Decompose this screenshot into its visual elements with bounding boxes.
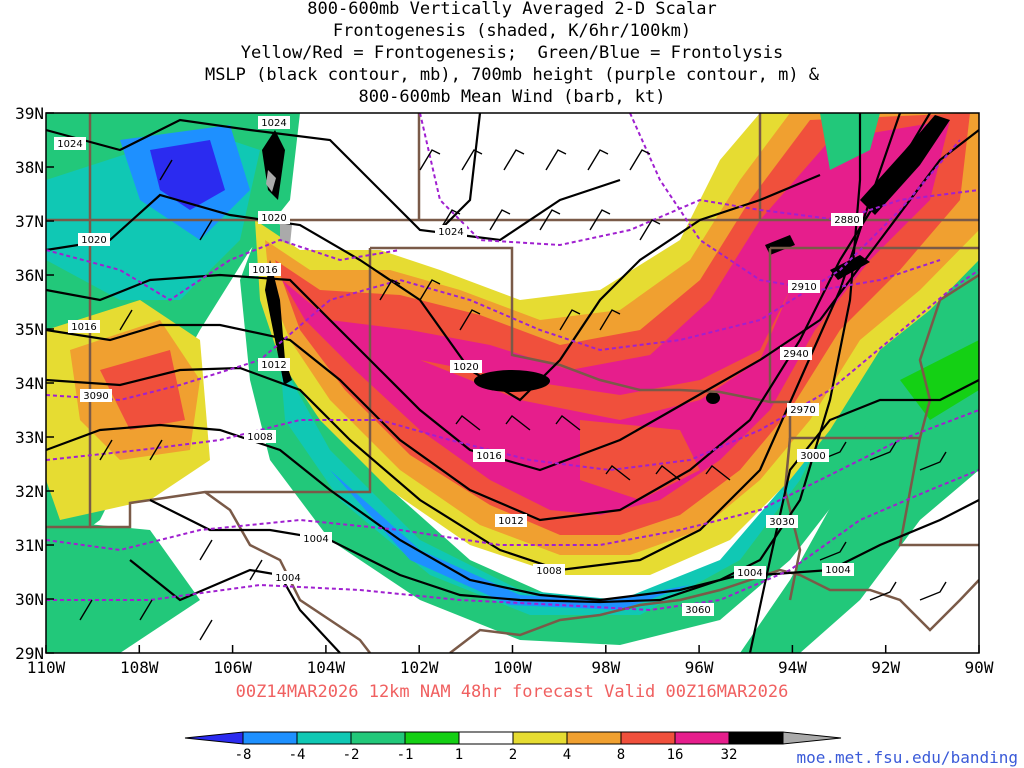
latitude-label: 33N	[15, 428, 44, 447]
longitude-label: 92W	[871, 658, 900, 677]
colorbar-label: 16	[667, 747, 684, 763]
mslp-label: 1020	[453, 362, 478, 373]
height-label: 3000	[800, 451, 825, 462]
mslp-labels: 1024 1024 1020 1020 1024 1016 1016 1012 …	[54, 116, 854, 584]
longitude-label: 110W	[27, 658, 66, 677]
latitude-label: 31N	[15, 536, 44, 555]
latitude-label: 36N	[15, 266, 44, 285]
latitude-label: 37N	[15, 212, 44, 231]
mslp-label: 1004	[303, 534, 328, 545]
colorbar-label: -2	[343, 747, 360, 763]
height-label: 2940	[783, 349, 808, 360]
mslp-label: 1004	[275, 573, 300, 584]
mslp-label: 1008	[536, 566, 561, 577]
longitude-label: 106W	[213, 658, 252, 677]
colorbar-bin	[350, 731, 406, 745]
title-line-1: 800-600mb Vertically Averaged 2-D Scalar	[307, 0, 717, 19]
height-labels: 2880 2910 2940 2970 3000 3030 3060 3090	[80, 213, 863, 616]
latitude-label: 29N	[15, 644, 44, 663]
colorbar: -8 -4 -2 -1 1 2 4 8 16 32	[184, 731, 842, 763]
height-label: 2880	[834, 215, 859, 226]
colorbar-label: 2	[509, 747, 517, 763]
colorbar-bin	[728, 731, 784, 745]
colorbar-label: 1	[455, 747, 463, 763]
latitude-label: 32N	[15, 482, 44, 501]
colorbar-bin	[404, 731, 460, 745]
colorbar-arrow-left	[184, 731, 244, 745]
latitude-label: 39N	[15, 104, 44, 123]
map-plot-area: 1024 1024 1020 1020 1024 1016 1016 1012 …	[46, 113, 979, 653]
title-line-5: 800-600mb Mean Wind (barb, kt)	[358, 87, 666, 107]
longitude-label: 90W	[965, 658, 994, 677]
mslp-label: 1024	[57, 139, 82, 150]
colorbar-label: 8	[617, 747, 625, 763]
colorbar-label: 32	[721, 747, 738, 763]
colorbar-label: -4	[289, 747, 306, 763]
title-line-4: MSLP (black contour, mb), 700mb height (…	[204, 65, 820, 85]
mslp-label: 1016	[476, 451, 501, 462]
height-label: 2910	[791, 282, 816, 293]
colorbar-bin	[620, 731, 676, 745]
height-label: 3030	[769, 517, 794, 528]
colorbar-label: -1	[397, 747, 414, 763]
colorbar-bin	[458, 731, 514, 745]
height-label: 3090	[83, 391, 108, 402]
longitude-label: 104W	[307, 658, 346, 677]
mslp-label: 1008	[247, 432, 272, 443]
colorbar-bin	[512, 731, 568, 745]
title-line-2: Frontogenesis (shaded, K/6hr/100km)	[332, 21, 692, 41]
height-label: 3060	[685, 605, 710, 616]
title-line-3: Yellow/Red = Frontogenesis; Green/Blue =…	[240, 43, 784, 63]
longitude-label: 96W	[685, 658, 714, 677]
mslp-label: 1016	[252, 265, 277, 276]
colorbar-arrow-right	[782, 731, 842, 745]
latitude-label: 34N	[15, 374, 44, 393]
latitude-axis: 39N 38N 37N 36N 35N 34N 33N 32N 31N 30N 29N	[15, 104, 54, 663]
colorbar-label: 4	[563, 747, 571, 763]
longitude-label: 98W	[591, 658, 620, 677]
colorbar-bin	[296, 731, 352, 745]
longitude-label: 102W	[400, 658, 439, 677]
latitude-label: 30N	[15, 590, 44, 609]
mslp-label: 1012	[498, 516, 523, 527]
longitude-label: 108W	[120, 658, 159, 677]
mslp-label: 1020	[261, 213, 286, 224]
colorbar-bin	[242, 731, 298, 745]
latitude-label: 38N	[15, 158, 44, 177]
mslp-label: 1004	[737, 568, 762, 579]
longitude-label: 100W	[493, 658, 532, 677]
height-contours	[46, 113, 979, 612]
latitude-label: 35N	[15, 320, 44, 339]
mslp-label: 1024	[261, 118, 286, 129]
mslp-label: 1012	[261, 360, 286, 371]
colorbar-bin	[566, 731, 622, 745]
wind-barbs	[79, 149, 947, 641]
source-credit-link[interactable]: moe.met.fsu.edu/banding	[796, 748, 1018, 767]
mslp-label: 1016	[71, 322, 96, 333]
colorbar-bin	[674, 731, 730, 745]
forecast-valid-time: 00Z14MAR2026 12km NAM 48hr forecast Vali…	[235, 682, 789, 702]
height-label: 2970	[790, 405, 815, 416]
mslp-label: 1004	[825, 565, 850, 576]
mslp-label: 1024	[438, 227, 463, 238]
mslp-label: 1020	[81, 235, 106, 246]
longitude-axis: 110W 108W 106W 104W 102W 100W 98W 96W 94W 92W 90W	[27, 645, 994, 677]
longitude-label: 94W	[778, 658, 807, 677]
colorbar-label: -8	[235, 747, 252, 763]
